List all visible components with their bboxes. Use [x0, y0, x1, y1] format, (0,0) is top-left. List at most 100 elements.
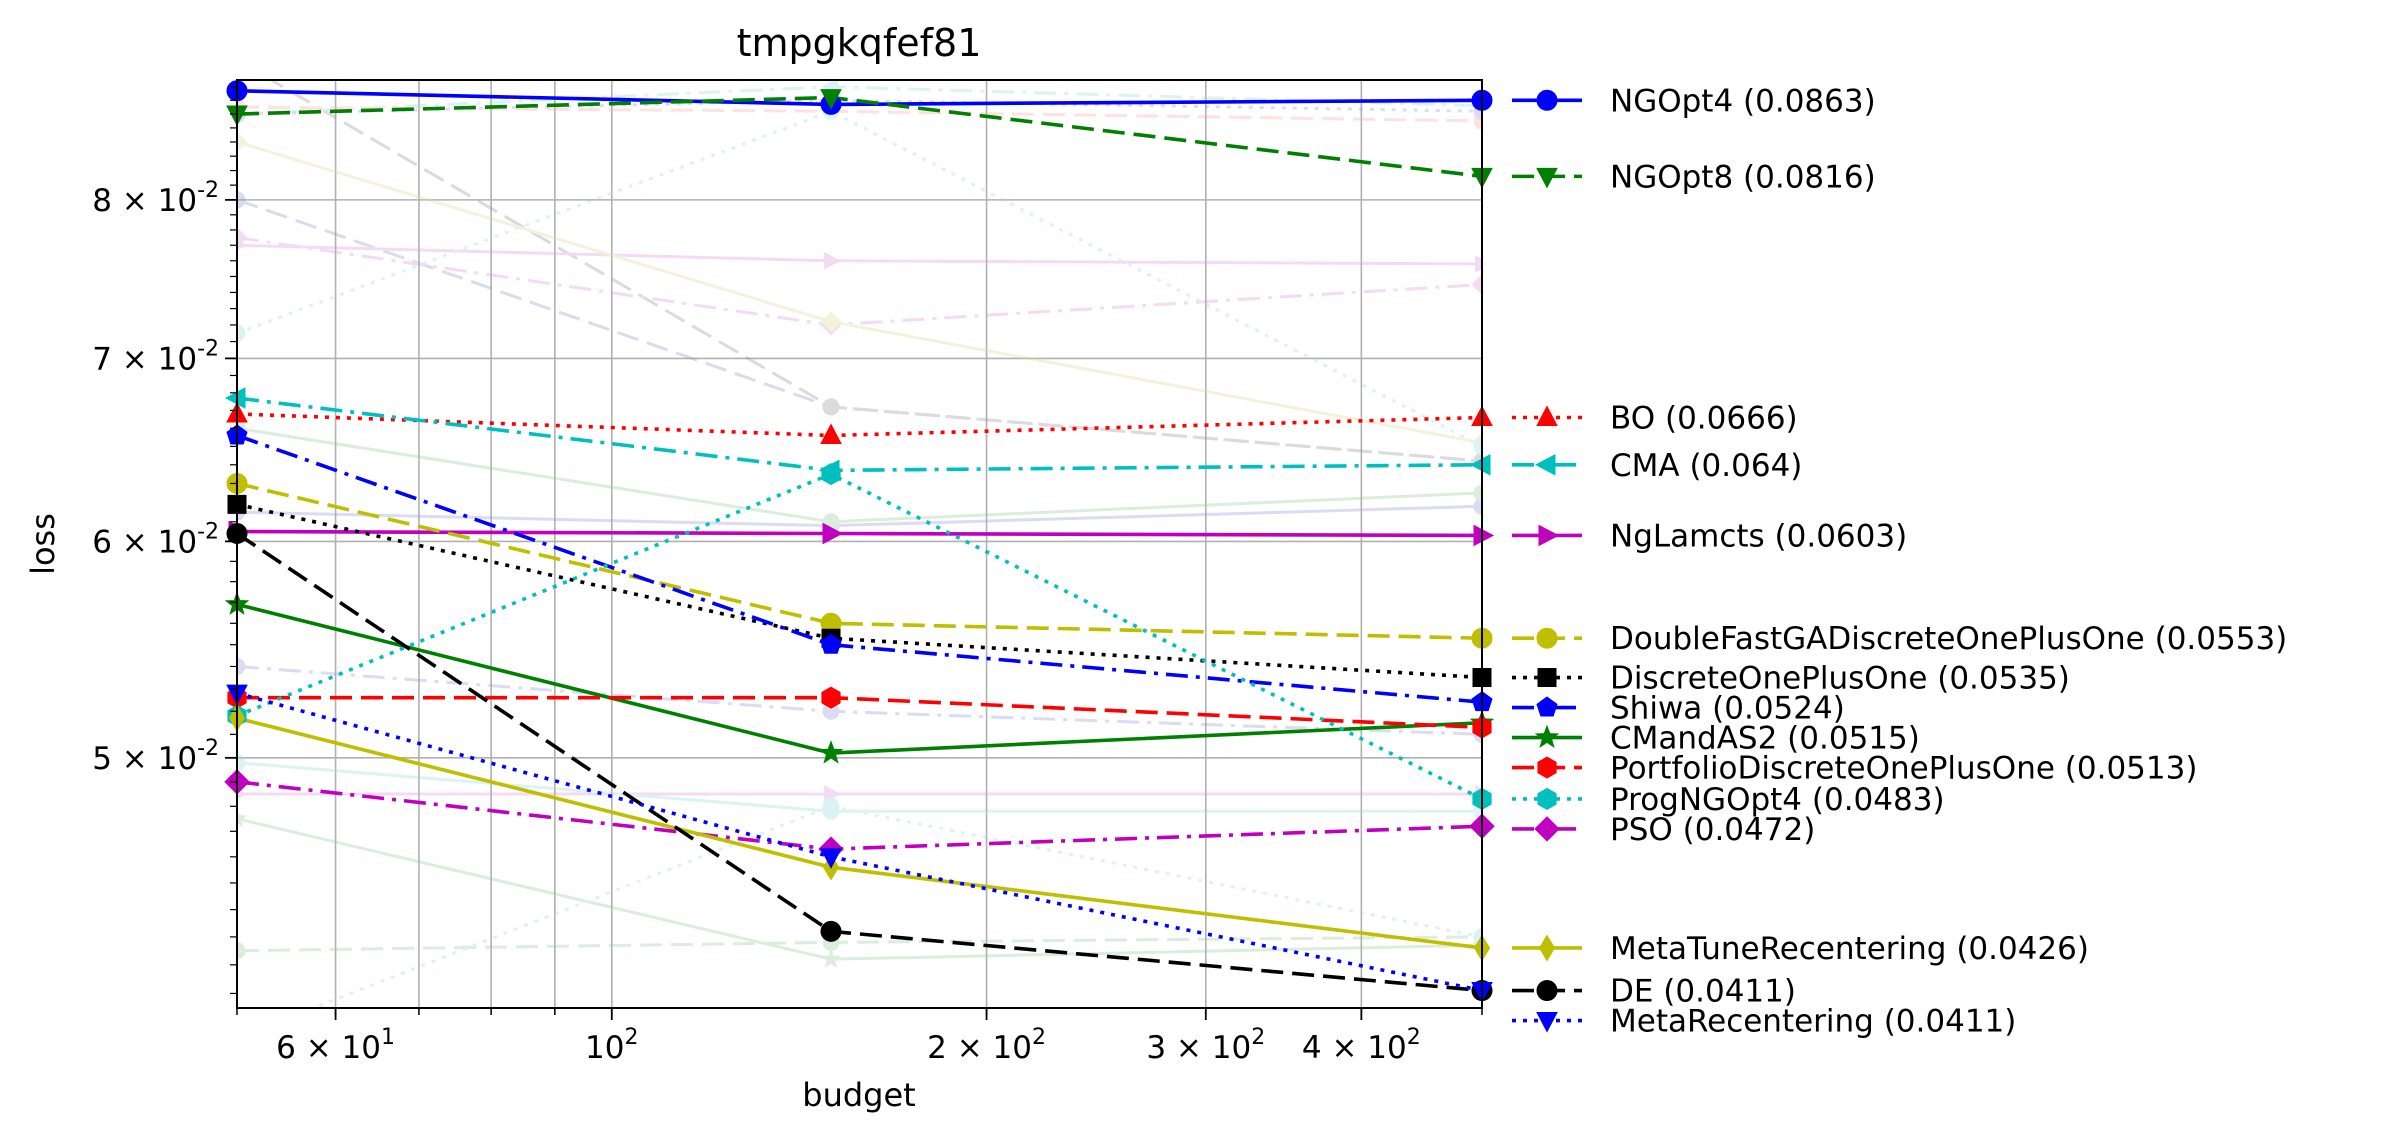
chart-title: tmpgkqfef81 — [737, 21, 982, 65]
legend-label: NGOpt8 (0.0816) — [1610, 159, 1876, 195]
series-point — [820, 423, 842, 444]
legend-marker — [1536, 696, 1558, 717]
background-series-point — [237, 240, 247, 251]
legend-marker — [1536, 627, 1558, 649]
legend-item: BO (0.0666) — [1512, 401, 1798, 437]
x-axis: 6 × 101 102 2 × 102 3 × 102 4 × 102 — [236, 1008, 1483, 1066]
legend-marker — [1538, 524, 1560, 547]
background-series-line — [268, 80, 1482, 463]
background-series-point — [237, 227, 248, 248]
legend-marker — [1534, 453, 1556, 476]
background-series-point — [1473, 497, 1482, 515]
background-series-point — [237, 131, 248, 153]
legend-item: DE (0.0411) — [1512, 974, 1796, 1010]
legend-marker — [1536, 1012, 1558, 1033]
background-series-line — [237, 504, 1482, 528]
background-series-line — [237, 109, 1482, 448]
series-point — [1469, 453, 1491, 476]
legend: NGOpt4 (0.0863) NGOpt8 (0.0816) BO (0.0666… — [1512, 83, 2287, 1040]
x-axis-label: budget — [802, 1076, 915, 1114]
series-point — [820, 89, 842, 110]
legend-label: Shiwa (0.0524) — [1610, 691, 1845, 727]
legend-item: MetaRecentering (0.0411) — [1512, 1004, 2016, 1040]
x-tick-label: 2 × 102 — [927, 1025, 1046, 1066]
background-series-line — [237, 817, 1482, 961]
background-series-point — [237, 942, 246, 960]
series-point — [818, 740, 844, 764]
legend-label: CMA (0.064) — [1610, 448, 1802, 484]
background-series-line — [237, 664, 1482, 736]
background-series-point — [1471, 274, 1482, 295]
legend-label: PSO (0.0472) — [1610, 812, 1815, 848]
legend-item: PortfolioDiscreteOnePlusOne (0.0513) — [1512, 751, 2197, 787]
legend-label: MetaTuneRecentering (0.0426) — [1610, 931, 2089, 967]
legend-label: ProgNGOpt4 (0.0483) — [1610, 782, 1945, 818]
y-axis: 5 × 10-2 6 × 10-2 7 × 10-2 8 × 10-2 — [92, 86, 237, 995]
series-point — [820, 848, 842, 869]
background-series-point — [1473, 484, 1482, 502]
legend-label: DoubleFastGADiscreteOnePlusOne (0.0553) — [1610, 621, 2287, 657]
legend-label: NGOpt4 (0.0863) — [1610, 83, 1876, 119]
background-series-point — [820, 314, 842, 336]
legend-item: NgLamcts (0.0603) — [1512, 518, 1907, 554]
x-tick-label: 102 — [585, 1025, 638, 1066]
legend-marker — [1536, 405, 1558, 427]
legend-marker — [1534, 724, 1560, 748]
legend-label: DiscreteOnePlusOne (0.0535) — [1610, 661, 2070, 697]
legend-item: CMandAS2 (0.0515) — [1512, 721, 1920, 757]
background-series-point — [237, 808, 248, 828]
background-series-point — [237, 657, 246, 675]
background-series-line — [237, 426, 1482, 524]
legend-item: PSO (0.0472) — [1512, 812, 1815, 848]
legend-item: MetaTuneRecentering (0.0426) — [1512, 931, 2089, 967]
background-series-line — [237, 243, 1482, 266]
background-series-point — [824, 251, 841, 270]
background-series-point — [237, 324, 246, 342]
legend-label: BO (0.0666) — [1610, 401, 1798, 437]
y-tick-label: 6 × 10-2 — [92, 519, 219, 560]
legend-item: ProgNGOpt4 (0.0483) — [1512, 782, 1945, 818]
legend-marker — [1538, 934, 1556, 962]
background-series — [237, 80, 1482, 1008]
series-point — [822, 522, 844, 545]
x-tick-label: 4 × 102 — [1302, 1025, 1421, 1066]
legend-marker — [1537, 756, 1557, 779]
grid-lines — [236, 80, 1483, 1008]
legend-item: CMA (0.064) — [1512, 448, 1802, 484]
plot-frame — [236, 79, 1483, 1009]
y-tick-label: 5 × 10-2 — [92, 736, 219, 777]
legend-marker — [1534, 816, 1560, 842]
x-tick-label: 3 × 102 — [1146, 1025, 1265, 1066]
background-series-line — [237, 85, 1482, 116]
legend-marker — [1537, 787, 1557, 810]
background-series-point — [822, 398, 840, 416]
background-series-point — [1473, 112, 1482, 130]
background-series-line — [237, 761, 1482, 813]
background-series-point — [820, 311, 842, 332]
legend-label: NgLamcts (0.0603) — [1610, 518, 1907, 554]
background-series-point — [822, 797, 840, 815]
x-tick-label: 6 × 101 — [276, 1025, 395, 1066]
background-series-point — [822, 398, 840, 416]
y-tick-label: 8 × 10-2 — [92, 178, 219, 219]
background-series-point — [822, 802, 840, 820]
series-point — [821, 686, 841, 709]
background-series-point — [1475, 255, 1482, 273]
legend-label: MetaRecentering (0.0411) — [1610, 1004, 2016, 1040]
legend-marker — [1536, 980, 1558, 1002]
background-series-line — [237, 198, 1482, 463]
legend-label: DE (0.0411) — [1610, 974, 1796, 1010]
series-point — [820, 633, 842, 654]
legend-item: NGOpt4 (0.0863) — [1512, 83, 1876, 119]
series-point — [821, 463, 841, 486]
legend-marker — [1537, 668, 1557, 688]
plot-background — [237, 80, 1482, 1008]
background-series-line — [237, 236, 1482, 327]
background-series-point — [237, 754, 246, 772]
series-point — [820, 920, 842, 942]
series-line — [237, 433, 1482, 704]
background-series-line — [309, 804, 1482, 1008]
background-series-line — [237, 935, 1482, 953]
legend-item: DoubleFastGADiscreteOnePlusOne (0.0553) — [1512, 621, 2287, 657]
